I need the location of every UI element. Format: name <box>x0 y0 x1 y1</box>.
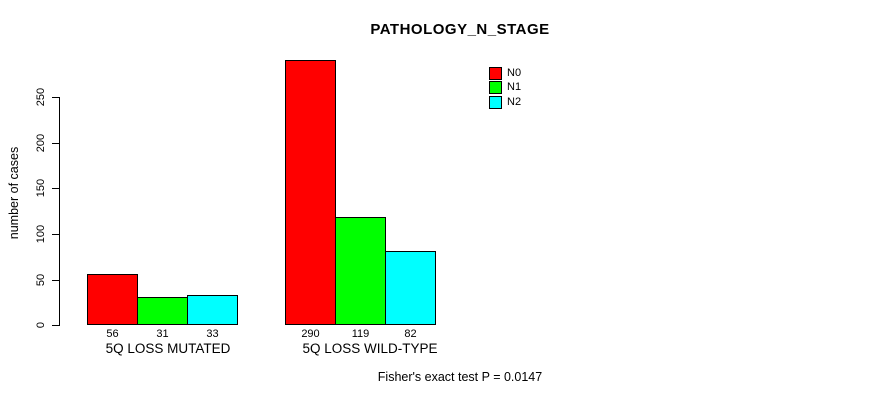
legend-item: N0 <box>489 66 521 81</box>
category-label: 5Q LOSS MUTATED <box>105 341 231 356</box>
legend-swatch <box>489 81 502 95</box>
legend-swatch <box>489 66 502 80</box>
legend-item: N1 <box>489 81 521 96</box>
bar-value-label: 33 <box>206 328 219 340</box>
bar-value-label: 82 <box>404 328 417 340</box>
y-axis-label: number of cases <box>7 146 21 240</box>
y-axis-line <box>59 96 60 327</box>
bar-n0 <box>87 274 138 326</box>
y-axis-tick <box>52 188 59 190</box>
category-label: 5Q LOSS WILD-TYPE <box>302 341 438 356</box>
y-tick-label: 50 <box>35 273 47 286</box>
bar-value-label: 290 <box>301 328 320 340</box>
y-tick-label: 250 <box>35 87 47 107</box>
legend: N0 N1 N2 <box>489 66 521 110</box>
bar-n2 <box>187 295 238 326</box>
y-axis-tick <box>52 234 59 235</box>
legend-item: N2 <box>489 95 521 110</box>
bar-value-label: 31 <box>156 328 169 340</box>
bar-n1 <box>137 297 188 326</box>
y-tick-label: 100 <box>35 224 47 244</box>
bar-n1 <box>335 216 386 326</box>
legend-swatch <box>489 95 502 109</box>
y-tick-label: 200 <box>35 133 47 152</box>
bar-value-label: 119 <box>351 328 370 340</box>
legend-label: N0 <box>507 66 522 79</box>
legend-label: N1 <box>507 81 522 94</box>
y-tick-label: 0 <box>35 322 47 329</box>
footnote-pvalue: Fisher's exact test P = 0.0147 <box>377 370 543 384</box>
bar-n2 <box>385 250 436 326</box>
y-axis-tick <box>52 279 59 281</box>
chart-title: PATHOLOGY_N_STAGE <box>370 21 550 38</box>
legend-label: N2 <box>507 95 522 108</box>
bar-value-label: 56 <box>106 328 119 340</box>
y-axis-tick <box>52 142 59 144</box>
y-tick-label: 150 <box>35 179 47 198</box>
bar-n0 <box>285 60 336 326</box>
y-axis-tick <box>52 96 59 98</box>
y-axis-tick <box>52 325 59 327</box>
